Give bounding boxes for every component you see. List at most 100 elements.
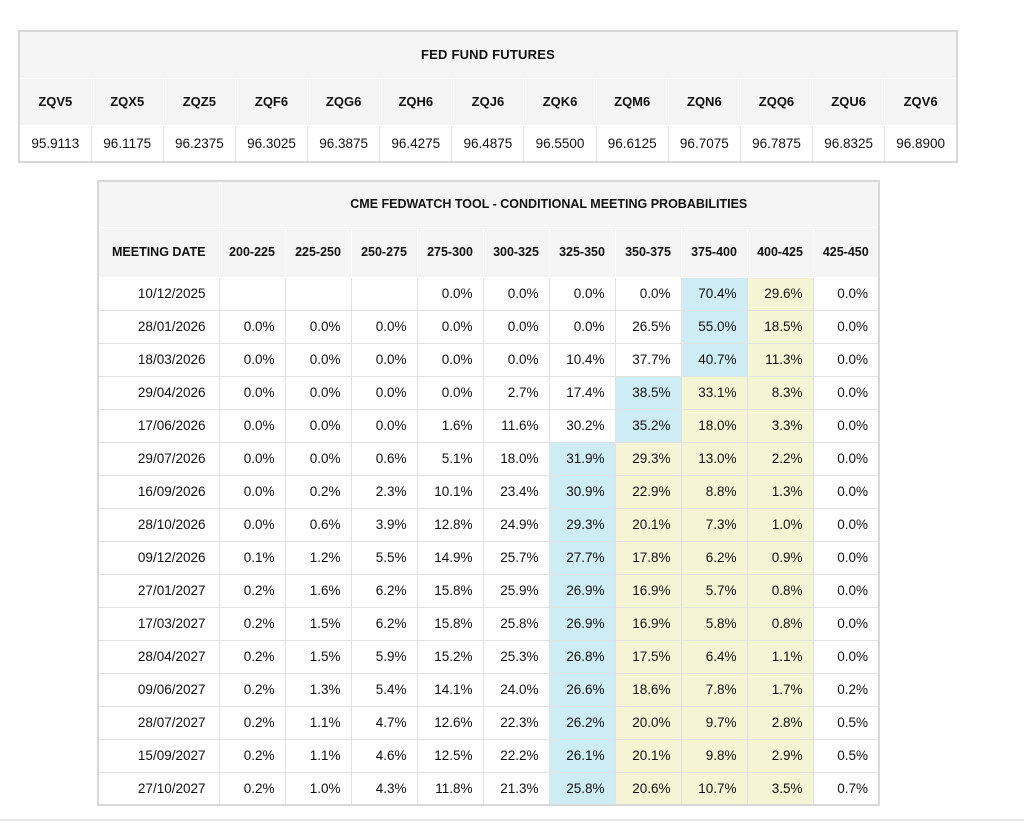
meeting-date: 29/04/2026 [97,375,220,410]
probability-cell: 26.5% [614,309,682,344]
futures-ticker-ZQN6: ZQN6 [667,77,741,126]
probability-cell: 30.9% [548,474,616,509]
rate-range-header-400-425: 400-425 [746,226,814,278]
probability-cell: 0.0% [416,375,484,410]
probability-cell: 18.0% [482,441,550,476]
probability-cell: 2.9% [746,738,814,773]
futures-ticker-ZQV6: ZQV6 [884,77,958,126]
probability-cell: 0.0% [812,474,880,509]
probability-cell: 26.9% [548,606,616,641]
meeting-date: 18/03/2026 [97,342,220,377]
probability-cell: 0.0% [812,441,880,476]
probability-cell: 9.7% [680,705,748,740]
probability-cell: 35.2% [614,408,682,443]
futures-ticker-ZQJ6: ZQJ6 [451,77,525,126]
futures-price-ZQM6: 96.6125 [595,124,669,163]
probability-cell: 12.5% [416,738,484,773]
probability-cell: 17.8% [614,540,682,575]
futures-price-ZQV5: 95.9113 [18,124,92,163]
probability-cell: 0.2% [812,672,880,707]
probability-cell: 0.0% [548,309,616,344]
probability-cell: 0.0% [812,639,880,674]
probability-cell: 0.0% [284,375,352,410]
futures-price-ZQK6: 96.5500 [523,124,597,163]
probability-cell: 16.9% [614,573,682,608]
meeting-date: 09/06/2027 [97,672,220,707]
probability-cell: 0.0% [548,276,616,311]
probability-cell: 30.2% [548,408,616,443]
futures-ticker-ZQU6: ZQU6 [812,77,886,126]
meeting-date: 15/09/2027 [97,738,220,773]
probability-cell: 1.2% [284,540,352,575]
probability-cell: 4.3% [350,771,418,806]
probability-cell: 0.2% [284,474,352,509]
probability-cell: 20.1% [614,507,682,542]
meeting-date: 27/10/2027 [97,771,220,806]
probability-cell: 12.6% [416,705,484,740]
probability-cell: 10.4% [548,342,616,377]
futures-ticker-ZQM6: ZQM6 [595,77,669,126]
probability-cell: 29.3% [548,507,616,542]
probability-cell: 0.7% [812,771,880,806]
fedwatch-row-10/12/2025: 10/12/2025 0.0% 0.0% 0.0% 0.0% 70.4% 29.6% 0.0% [97,276,880,311]
probability-cell: 0.0% [482,276,550,311]
probability-cell: 2.3% [350,474,418,509]
probability-cell: 14.1% [416,672,484,707]
probability-cell: 25.8% [482,606,550,641]
meeting-date: 28/10/2026 [97,507,220,542]
probability-cell: 0.0% [218,375,286,410]
probability-cell: 25.7% [482,540,550,575]
fedwatch-title: CME FEDWATCH TOOL - CONDITIONAL MEETING … [218,180,880,228]
fedwatch-header-row: MEETING DATE 200-225 225-250 250-275 275-30… [97,226,880,278]
probability-cell: 0.2% [218,573,286,608]
probability-cell: 11.3% [746,342,814,377]
probability-cell: 24.0% [482,672,550,707]
probability-cell: 26.1% [548,738,616,773]
probability-cell: 0.2% [218,705,286,740]
futures-ticker-ZQV5: ZQV5 [18,77,92,126]
futures-price-ZQV6: 96.8900 [884,124,958,163]
probability-cell [284,276,352,311]
fedwatch-row-09/12/2026: 09/12/2026 0.1% 1.2% 5.5% 14.9% 25.7% 27.7% 17.… [97,540,880,575]
futures-ticker-ZQK6: ZQK6 [523,77,597,126]
fedwatch-row-09/06/2027: 09/06/2027 0.2% 1.3% 5.4% 14.1% 24.0% 26.6% 18.… [97,672,880,707]
probability-cell: 0.0% [812,573,880,608]
futures-price-ZQQ6: 96.7875 [739,124,814,163]
probability-cell: 17.4% [548,375,616,410]
probability-cell: 0.0% [416,309,484,344]
probability-cell: 1.0% [746,507,814,542]
rate-range-header-425-450: 425-450 [812,226,880,278]
futures-price-ZQU6: 96.8325 [812,124,886,163]
probability-cell: 10.1% [416,474,484,509]
meeting-date: 17/03/2027 [97,606,220,641]
probability-cell: 2.8% [746,705,814,740]
probability-cell: 29.3% [614,441,682,476]
probability-cell: 0.0% [482,309,550,344]
meeting-date: 27/01/2027 [97,573,220,608]
probability-cell: 23.4% [482,474,550,509]
probability-cell: 0.0% [812,375,880,410]
futures-ticker-ZQX5: ZQX5 [90,77,164,126]
futures-price-ZQZ5: 96.2375 [162,124,236,163]
probability-cell: 5.1% [416,441,484,476]
fed-fund-futures-table: FED FUND FUTURES ZQV5 ZQX5 ZQZ5 ZQF6 ZQG6 ZQH… [18,30,958,163]
probability-cell: 22.9% [614,474,682,509]
probability-cell: 0.2% [218,771,286,806]
probability-cell: 0.0% [350,309,418,344]
probability-cell: 33.1% [680,375,748,410]
probability-cell: 18.6% [614,672,682,707]
probability-cell: 26.2% [548,705,616,740]
probability-cell: 14.9% [416,540,484,575]
meeting-date: 10/12/2025 [97,276,220,311]
probability-cell: 0.0% [218,309,286,344]
probability-cell: 10.7% [680,771,748,806]
fedwatch-row-28/10/2026: 28/10/2026 0.0% 0.6% 3.9% 12.8% 24.9% 29.3% 20.… [97,507,880,542]
fedwatch-row-27/10/2027: 27/10/2027 0.2% 1.0% 4.3% 11.8% 21.3% 25.8% 20.… [97,771,880,806]
probability-cell: 0.2% [218,672,286,707]
probability-cell: 5.7% [680,573,748,608]
probability-cell: 0.6% [350,441,418,476]
futures-price-ZQF6: 96.3025 [234,124,309,163]
rate-range-header-250-275: 250-275 [350,226,418,278]
probability-cell: 0.9% [746,540,814,575]
probability-cell: 0.0% [416,276,484,311]
